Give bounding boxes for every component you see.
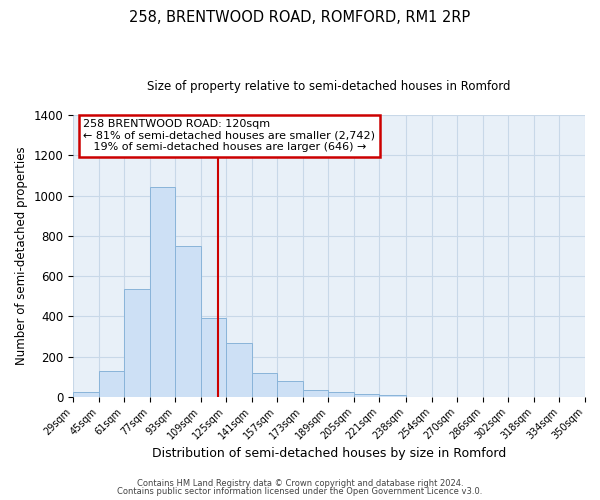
X-axis label: Distribution of semi-detached houses by size in Romford: Distribution of semi-detached houses by … [152, 447, 506, 460]
Bar [73, 392, 98, 397]
Text: 258 BRENTWOOD ROAD: 120sqm
← 81% of semi-detached houses are smaller (2,742)
   : 258 BRENTWOOD ROAD: 120sqm ← 81% of semi… [83, 119, 375, 152]
Bar [354, 394, 379, 397]
Title: Size of property relative to semi-detached houses in Romford: Size of property relative to semi-detach… [147, 80, 511, 93]
Bar [149, 188, 175, 397]
Bar [124, 289, 149, 397]
Bar [302, 390, 328, 397]
Bar [277, 380, 302, 397]
Text: 258, BRENTWOOD ROAD, ROMFORD, RM1 2RP: 258, BRENTWOOD ROAD, ROMFORD, RM1 2RP [130, 10, 470, 25]
Bar [585, 395, 600, 397]
Text: Contains HM Land Registry data © Crown copyright and database right 2024.: Contains HM Land Registry data © Crown c… [137, 478, 463, 488]
Bar [328, 392, 354, 397]
Bar [379, 396, 406, 397]
Bar [175, 246, 200, 397]
Bar [226, 344, 251, 397]
Y-axis label: Number of semi-detached properties: Number of semi-detached properties [15, 146, 28, 365]
Text: Contains public sector information licensed under the Open Government Licence v3: Contains public sector information licen… [118, 487, 482, 496]
Bar [200, 318, 226, 397]
Bar [251, 372, 277, 397]
Bar [98, 370, 124, 397]
